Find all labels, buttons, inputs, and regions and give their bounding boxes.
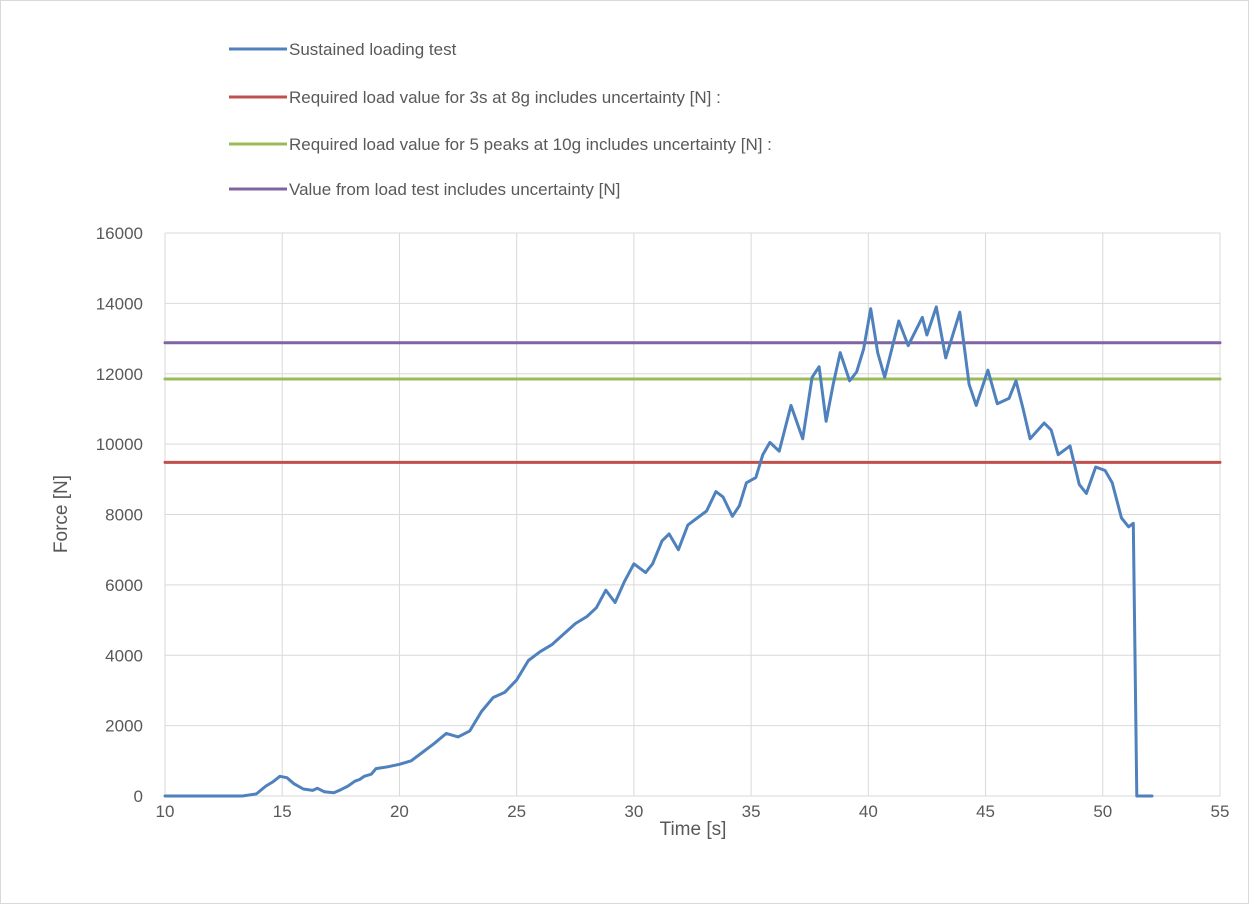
legend-label: Required load value for 3s at 8g include… [289, 88, 721, 107]
gridlines [164, 232, 1221, 797]
x-tick-label: 40 [859, 802, 878, 821]
x-tick-label: 10 [156, 802, 175, 821]
y-tick-label: 16000 [96, 224, 143, 243]
x-tick-label: 25 [507, 802, 526, 821]
series-layer [163, 305, 1222, 798]
y-tick-label: 2000 [105, 717, 143, 736]
legend-label: Required load value for 5 peaks at 10g i… [289, 135, 772, 154]
y-tick-label: 12000 [96, 365, 143, 384]
x-tick-label: 15 [273, 802, 292, 821]
x-tick-label: 30 [624, 802, 643, 821]
y-tick-label: 0 [134, 787, 143, 806]
y-axis-title: Force [N] [51, 475, 72, 553]
y-tick-label: 14000 [96, 294, 143, 313]
x-tick-label: 55 [1211, 802, 1230, 821]
y-tick-label: 6000 [105, 576, 143, 595]
y-tick-label: 4000 [105, 646, 143, 665]
y-tick-label: 8000 [105, 506, 143, 525]
x-tick-label: 20 [390, 802, 409, 821]
x-tick-label: 45 [976, 802, 995, 821]
y-tick-label: 10000 [96, 435, 143, 454]
y-axis-ticks: 0 2000 4000 6000 8000 10000 12000 14000 16000 [96, 224, 143, 806]
x-tick-label: 50 [1093, 802, 1112, 821]
x-axis-title: Time [s] [660, 819, 727, 840]
series-line-sustained-loading-test [163, 305, 1154, 798]
legend-label: Value from load test includes uncertaint… [289, 180, 620, 199]
x-tick-label: 35 [742, 802, 761, 821]
legend-label: Sustained loading test [289, 40, 457, 59]
legend: Sustained loading test Required load valu… [229, 40, 772, 199]
x-axis-ticks: 10 15 20 25 30 35 40 45 50 55 [156, 802, 1230, 821]
